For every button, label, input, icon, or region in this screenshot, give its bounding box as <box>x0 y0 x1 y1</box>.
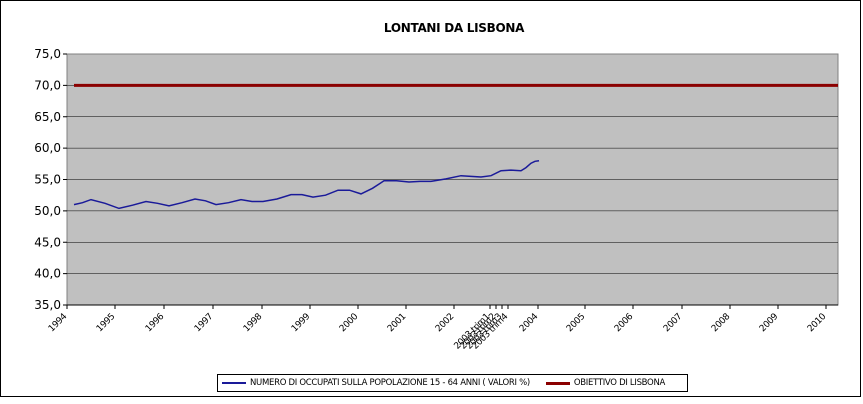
x-tick-label: 2009 <box>758 312 781 335</box>
x-tick-label: 1999 <box>290 312 313 335</box>
y-tick-label: 60,0 <box>34 141 61 155</box>
x-tick-label: 2006 <box>613 312 636 335</box>
legend-entry-occupati: NUMERO DI OCCUPATI SULLA POPOLAZIONE 15 … <box>218 378 530 388</box>
y-axis: 35,0 40,0 45,0 50,0 55,0 60,0 65,0 70,0 75,0 <box>34 47 67 312</box>
x-tick-label: 2001 <box>386 312 408 334</box>
x-tick-label: 2004 <box>518 312 541 335</box>
series-group <box>73 83 838 210</box>
x-tick-label: 2008 <box>710 312 733 335</box>
x-tick-label: 2010 <box>806 312 829 335</box>
x-tick-label: 1996 <box>144 312 167 335</box>
x-tick-label: 1994 <box>47 312 70 335</box>
x-axis: 1994 1995 1996 1997 1998 1999 2000 2001 20022003… <box>47 304 838 352</box>
legend: NUMERO DI OCCUPATI SULLA POPOLAZIONE 15 … <box>217 374 688 392</box>
y-tick-label: 75,0 <box>34 47 61 61</box>
x-tick-label: 1995 <box>95 312 117 334</box>
y-tick-label: 65,0 <box>34 110 61 124</box>
x-tick-label: 2000 <box>338 312 361 335</box>
y-tick-label: 45,0 <box>34 235 61 249</box>
y-tick-label: 35,0 <box>34 298 61 312</box>
legend-swatch-lisbona <box>545 381 570 385</box>
x-tick-label: 2007 <box>662 312 684 334</box>
y-tick-label: 50,0 <box>34 204 61 218</box>
legend-entry-lisbona: OBIETTIVO DI LISBONA <box>542 378 665 388</box>
x-tick-label: 2005 <box>565 312 587 334</box>
y-tick-label: 70,0 <box>34 78 61 92</box>
chart-title: LONTANI DA LISBONA <box>384 21 525 35</box>
legend-label-lisbona: OBIETTIVO DI LISBONA <box>573 378 666 388</box>
legend-swatch-occupati <box>222 382 246 384</box>
x-tick-label: 1998 <box>242 312 265 335</box>
y-tick-label: 55,0 <box>34 173 61 187</box>
x-tick-label: 1997 <box>193 312 215 334</box>
y-tick-label: 40,0 <box>34 267 61 281</box>
series-line-occupati <box>73 159 540 210</box>
x-tick-label: 2002 <box>434 312 456 334</box>
legend-label-occupati: NUMERO DI OCCUPATI SULLA POPOLAZIONE 15 … <box>250 378 530 388</box>
